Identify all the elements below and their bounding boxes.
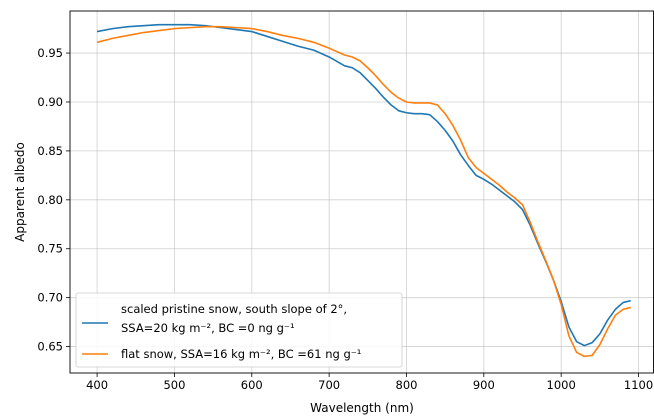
x-tick-label: 800 <box>396 378 418 392</box>
legend-label-pristine-line1: scaled pristine snow, south slope of 2°, <box>121 302 347 316</box>
legend-box <box>75 292 403 368</box>
x-tick-label: 700 <box>318 378 340 392</box>
series-line-flat <box>96 25 631 358</box>
axis-ticks: 400 500 600 700 800 900 1000 1100 0.65 0.70 0.75 0.… <box>37 46 653 392</box>
series-lines <box>96 23 631 358</box>
y-tick-label: 0.80 <box>37 193 63 207</box>
x-tick-label: 1100 <box>624 378 653 392</box>
x-tick-label: 600 <box>241 378 263 392</box>
legend: scaled pristine snow, south slope of 2°,… <box>75 292 403 368</box>
y-tick-label: 0.90 <box>37 95 63 109</box>
legend-label-flat: flat snow, SSA=16 kg m⁻², BC =61 ng g⁻¹ <box>121 347 361 361</box>
x-tick-label: 400 <box>86 378 108 392</box>
y-tick-label: 0.75 <box>37 242 63 256</box>
y-tick-label: 0.65 <box>37 340 63 354</box>
x-tick-label: 1000 <box>547 378 576 392</box>
grid-lines <box>70 11 654 373</box>
x-tick-label: 500 <box>163 378 185 392</box>
y-tick-label: 0.85 <box>37 144 63 158</box>
legend-label-pristine-line2: SSA=20 kg m⁻², BC =0 ng g⁻¹ <box>121 321 295 335</box>
y-tick-label: 0.95 <box>37 46 63 60</box>
y-axis-label: Apparent albedo <box>13 142 27 242</box>
x-tick-label: 900 <box>473 378 495 392</box>
x-axis-label: Wavelength (nm) <box>310 401 414 415</box>
series-line-pristine <box>96 23 631 347</box>
y-tick-label: 0.70 <box>37 291 63 305</box>
